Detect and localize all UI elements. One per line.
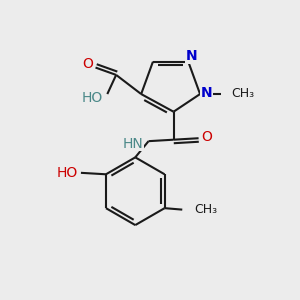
Text: N: N — [201, 85, 212, 100]
Text: CH₃: CH₃ — [231, 87, 254, 100]
Text: HO: HO — [57, 166, 78, 180]
Text: HO: HO — [81, 91, 103, 105]
Text: HN: HN — [123, 136, 144, 151]
Text: O: O — [83, 57, 94, 71]
Text: CH₃: CH₃ — [195, 203, 218, 216]
Text: N: N — [185, 50, 197, 63]
Text: O: O — [201, 130, 212, 144]
